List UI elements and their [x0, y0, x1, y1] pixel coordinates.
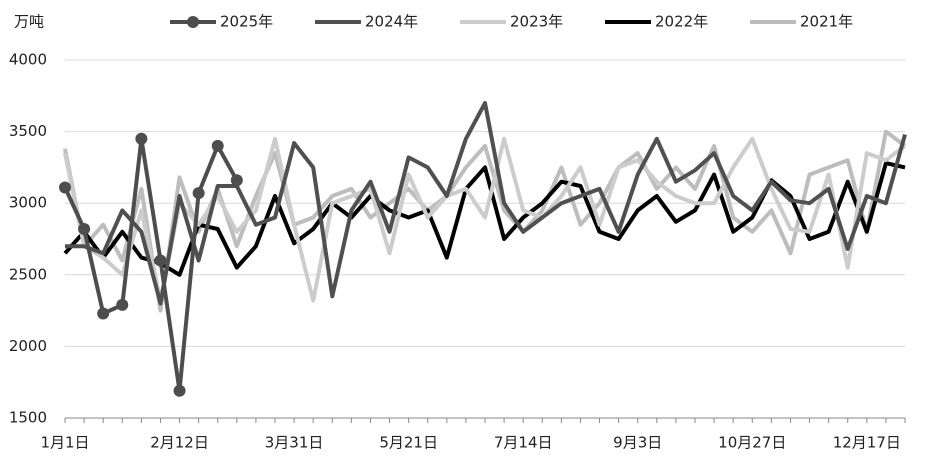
x-tick-label: 7月14日	[494, 434, 553, 452]
y-tick-label: 4000	[9, 51, 47, 69]
x-tick-label: 10月27日	[718, 434, 786, 452]
y-tick-label: 2500	[9, 265, 47, 283]
data-point	[59, 181, 71, 194]
legend-label: 2023年	[510, 13, 563, 31]
x-tick-label: 1月1日	[40, 434, 89, 452]
data-point	[211, 139, 224, 152]
y-tick-label: 1500	[9, 409, 47, 427]
data-point	[78, 222, 91, 235]
legend-label: 2022年	[655, 13, 708, 31]
data-point	[173, 384, 186, 397]
data-point	[135, 132, 148, 145]
y-tick-label: 2000	[9, 337, 47, 355]
data-point	[116, 298, 129, 311]
series-line	[65, 101, 907, 306]
series-line	[63, 136, 239, 393]
x-tick-label: 12月17日	[833, 434, 901, 452]
x-tick-label: 9月3日	[613, 434, 662, 452]
x-tick-label: 2月12日	[150, 434, 209, 452]
y-axis-unit: 万吨	[14, 13, 44, 31]
x-tick-label: 3月31日	[265, 434, 324, 452]
x-tick-label: 5月21日	[379, 434, 438, 452]
data-point	[230, 174, 243, 187]
legend-label: 2021年	[800, 13, 853, 31]
legend-label: 2024年	[365, 13, 418, 31]
data-point	[192, 187, 205, 200]
legend-label: 2025年	[220, 13, 273, 31]
legend-marker	[187, 16, 199, 28]
data-point	[154, 254, 167, 267]
series-line	[63, 136, 907, 303]
y-tick-label: 3000	[9, 194, 47, 212]
y-tick-label: 3500	[9, 122, 47, 140]
data-point	[97, 307, 110, 320]
